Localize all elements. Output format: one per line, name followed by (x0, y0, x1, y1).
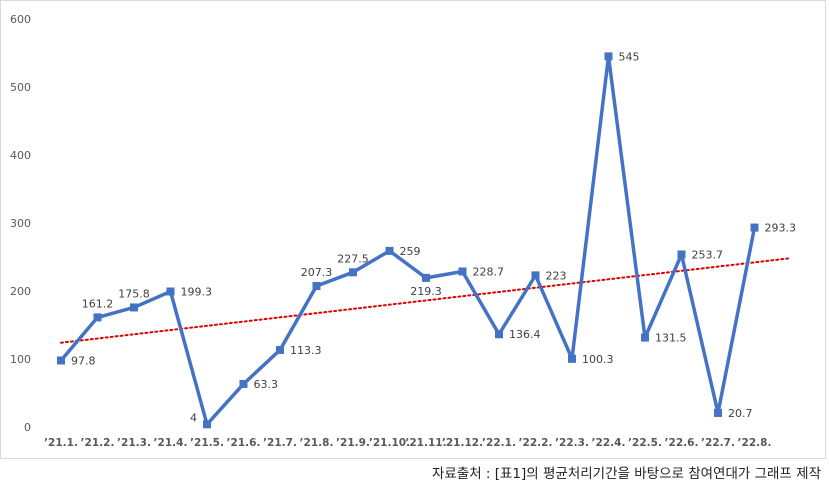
data-point-marker (312, 282, 321, 291)
data-point-marker (714, 408, 722, 417)
data-label: 20.7 (728, 407, 753, 420)
x-tick-label: ’21.4. (154, 437, 188, 449)
data-point-marker (531, 271, 540, 280)
data-point-marker (568, 354, 576, 363)
data-label: 199.3 (181, 285, 213, 298)
data-label: 97.8 (71, 354, 96, 367)
data-label: 113.3 (290, 344, 322, 357)
trendline (60, 257, 791, 344)
y-tick-label: 500 (10, 81, 31, 94)
data-label: 253.7 (692, 248, 724, 261)
data-label: 207.3 (301, 266, 333, 279)
x-tick-label: ’21.3. (117, 437, 151, 449)
x-tick-label: ’21.10. (369, 437, 410, 449)
data-point-marker (677, 250, 686, 259)
data-label: 4 (190, 411, 197, 424)
data-point-marker (604, 52, 613, 61)
series-layer (57, 52, 759, 429)
x-tick-label: ’22.5. (628, 437, 662, 449)
data-label: 100.3 (582, 353, 614, 366)
data-point-marker (93, 313, 102, 322)
data-label: 227.5 (337, 252, 369, 265)
x-tick-label: ’22.3. (555, 437, 589, 449)
y-tick-label: 600 (10, 13, 31, 26)
data-label: 131.5 (655, 332, 687, 345)
data-point-marker (385, 246, 394, 255)
x-tick-label: ’21.8. (300, 437, 334, 449)
data-label: 223 (546, 269, 567, 282)
data-point-marker (495, 330, 503, 339)
y-tick-label: 200 (10, 285, 31, 298)
data-point-marker (641, 333, 649, 342)
data-point-marker (458, 267, 467, 276)
x-tick-label: ’21.6. (227, 437, 261, 449)
x-tick-label: ’21.1. (44, 437, 78, 449)
y-tick-label: 0 (24, 421, 31, 434)
x-tick-label: ’21.11. (405, 437, 446, 449)
data-label: 136.4 (509, 328, 541, 341)
x-tick-label: ’22.8. (738, 437, 772, 449)
data-label: 219.3 (410, 285, 442, 298)
data-label: 228.7 (473, 265, 505, 278)
y-tick-label: 400 (10, 149, 31, 162)
trendline-layer (60, 257, 791, 344)
data-label: 161.2 (82, 297, 114, 310)
data-point-marker (750, 223, 759, 232)
chart-frame: 0 100 200 300 400 500 600 ’21.1. ’21.2. ’21.3. ’2… (0, 0, 826, 459)
data-point-marker (57, 356, 65, 365)
data-label: 63.3 (254, 378, 279, 391)
x-tick-label: ’22.1. (482, 437, 516, 449)
data-point-marker (349, 268, 357, 277)
data-point-marker (166, 287, 175, 296)
x-tick-label: ’21.2. (81, 437, 115, 449)
data-label-layer: 97.8 161.2 175.8 199.3 4 63.3 113.3 207.3 227.5 2… (71, 50, 796, 424)
x-tick-label: ’22.4. (592, 437, 626, 449)
x-tick-label: ’21.9. (336, 437, 370, 449)
y-axis: 0 100 200 300 400 500 600 (10, 13, 31, 434)
x-tick-label: ’22.6. (665, 437, 699, 449)
data-point-marker (239, 379, 248, 388)
data-point-marker (422, 273, 430, 282)
data-label: 545 (619, 50, 640, 63)
x-tick-label: ’22.2. (519, 437, 553, 449)
x-tick-label: ’21.5. (190, 437, 224, 449)
x-tick-label: ’21.12. (442, 437, 483, 449)
data-label: 293.3 (765, 222, 797, 235)
source-note: 자료출처 : [표1]의 평균처리기간을 바탕으로 참여연대가 그래프 제작 (431, 466, 821, 482)
y-tick-label: 100 (10, 353, 31, 366)
x-tick-label: ’22.7. (701, 437, 735, 449)
data-point-marker (130, 303, 138, 312)
data-label: 259 (400, 245, 421, 258)
y-tick-label: 300 (10, 217, 31, 230)
data-label: 175.8 (118, 287, 150, 300)
data-point-marker (276, 345, 284, 354)
x-tick-label: ’21.7. (263, 437, 297, 449)
series-line (59, 54, 757, 427)
data-point-marker (203, 420, 211, 429)
x-axis: ’21.1. ’21.2. ’21.3. ’21.4. ’21.5. ’21.6. ’21.… (44, 437, 771, 449)
